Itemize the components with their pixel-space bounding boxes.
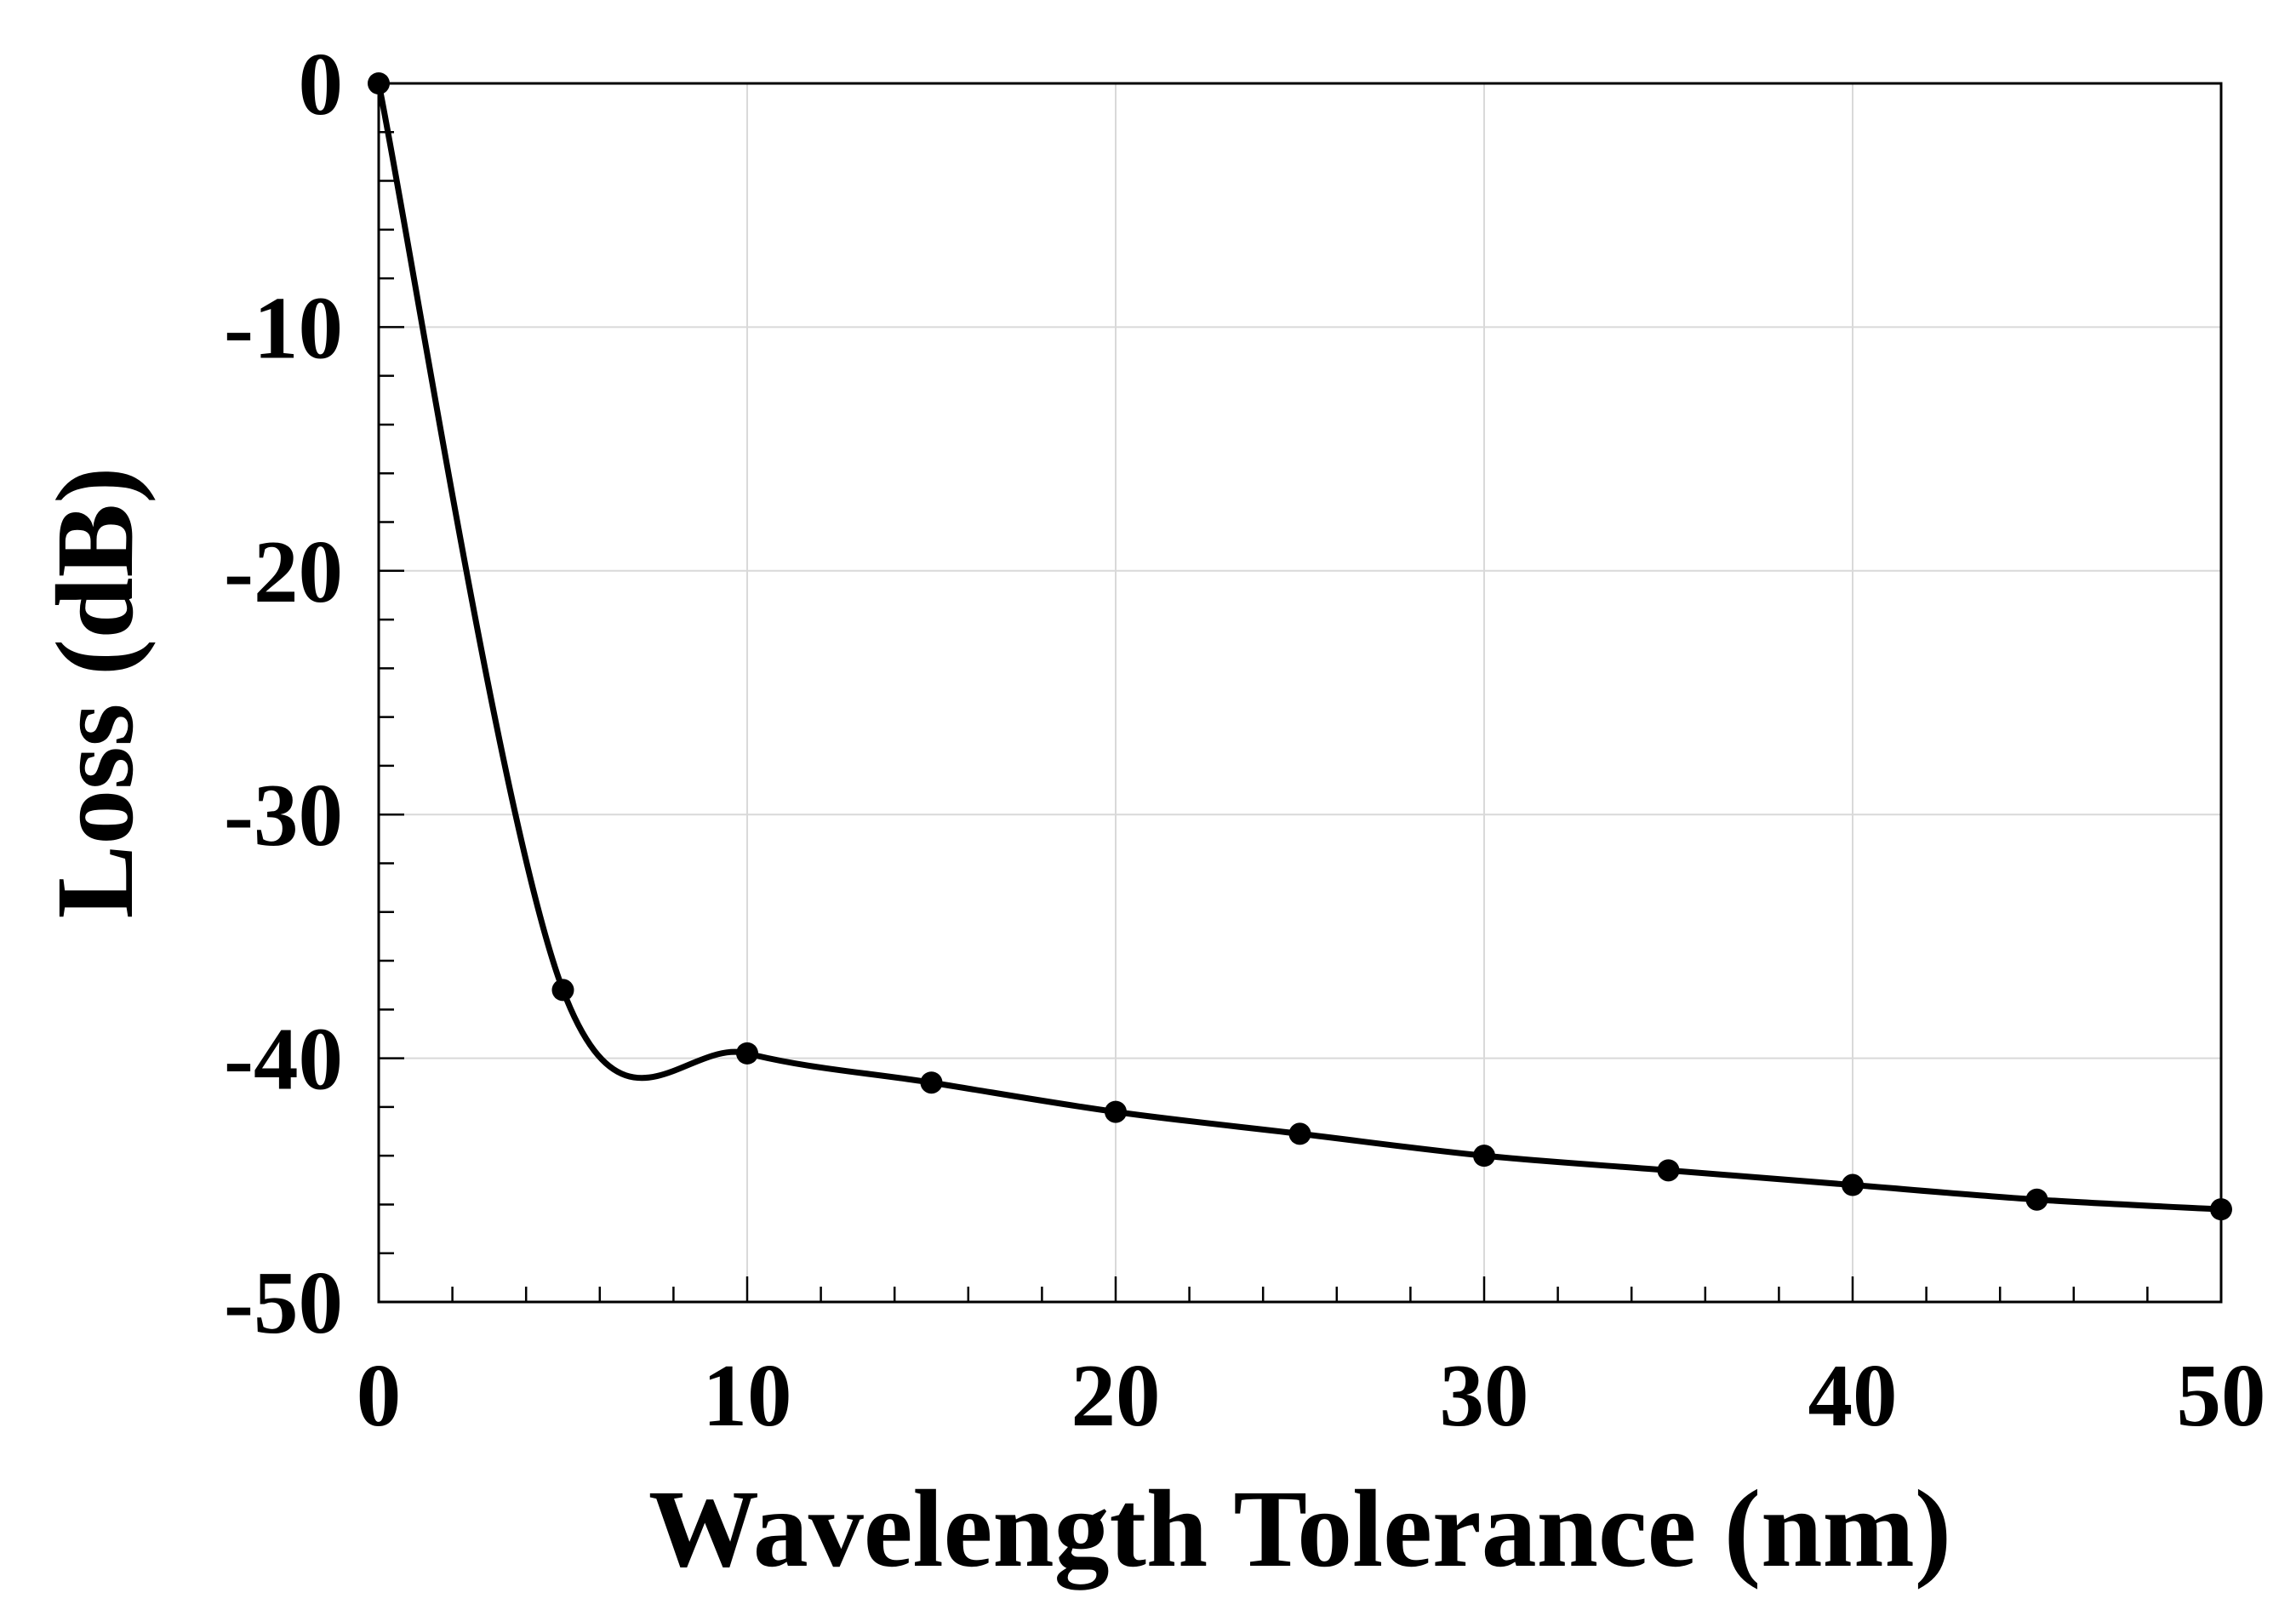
x-tick-label: 20: [1071, 1345, 1161, 1445]
y-axis-title: Loss (dB): [34, 467, 157, 919]
data-point: [920, 1071, 943, 1094]
y-tick-label: -10: [224, 277, 343, 377]
data-point: [736, 1042, 758, 1065]
data-point: [1473, 1145, 1495, 1168]
data-point: [1288, 1122, 1311, 1145]
data-point: [1105, 1100, 1127, 1123]
data-points: [368, 72, 2232, 1221]
grid: [379, 83, 2221, 1302]
data-point: [1657, 1159, 1680, 1182]
y-tick-label: 0: [299, 34, 344, 134]
y-axis-tick-labels: 0 -10 -20 -30 -40 -50: [224, 34, 343, 1352]
data-point: [1842, 1173, 1864, 1196]
y-tick-label: -50: [224, 1253, 343, 1352]
x-axis-title: Wavelength Tolerance (nm): [648, 1468, 1951, 1590]
data-point: [551, 979, 574, 1002]
series-line: [375, 80, 2225, 1213]
data-point: [368, 72, 390, 94]
plot-area-frame: [377, 82, 2223, 1304]
y-tick-label: -20: [224, 522, 343, 621]
y-tick-label: -30: [224, 765, 343, 865]
x-tick-label: 0: [357, 1345, 402, 1445]
x-tick-label: 40: [1808, 1345, 1898, 1445]
data-point: [2025, 1188, 2048, 1211]
minor-ticks: [377, 82, 2223, 1304]
y-tick-label: -40: [224, 1009, 343, 1109]
x-tick-label: 50: [2177, 1345, 2266, 1445]
data-point: [2210, 1198, 2232, 1221]
series-layer: [375, 80, 2225, 1213]
x-tick-label: 10: [703, 1345, 792, 1445]
x-tick-label: 30: [1440, 1345, 1529, 1445]
x-axis-tick-labels: 0 10 20 30 40 50: [357, 1345, 2266, 1445]
